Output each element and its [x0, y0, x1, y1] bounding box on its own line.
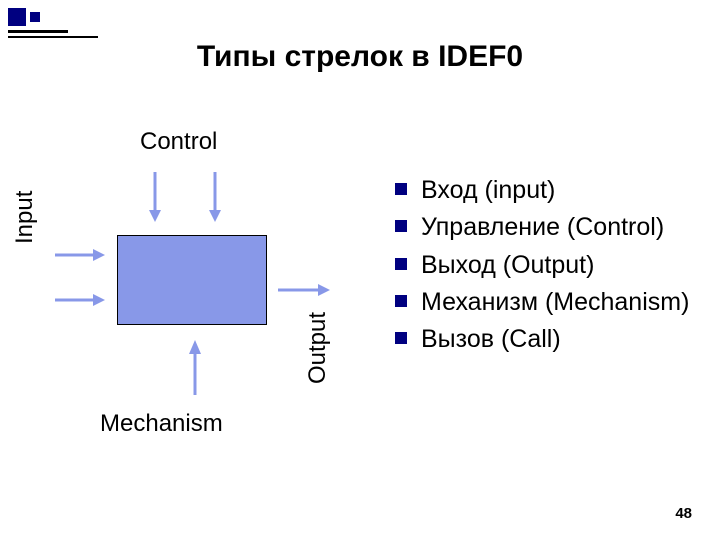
bullet-text: Вызов (Call) — [421, 324, 561, 355]
deco-line — [8, 30, 68, 33]
arrow-mechanism — [195, 340, 196, 395]
label-output: Output — [304, 304, 332, 384]
list-item: Выход (Output) — [395, 250, 695, 281]
bullet-icon — [395, 295, 407, 307]
label-control: Control — [140, 128, 217, 156]
bullet-text: Вход (input) — [421, 175, 555, 206]
arrow-input-2 — [55, 300, 105, 301]
deco-line — [8, 36, 98, 38]
arrow-control-1 — [155, 172, 156, 222]
bullet-text: Управление (Control) — [421, 212, 664, 243]
page-title: Типы стрелок в IDEF0 — [0, 40, 720, 74]
label-input: Input — [11, 184, 39, 244]
bullet-icon — [395, 332, 407, 344]
bullet-text: Механизм (Mechanism) — [421, 287, 689, 318]
page-number: 48 — [675, 505, 692, 522]
bullet-text: Выход (Output) — [421, 250, 594, 281]
bullet-icon — [395, 258, 407, 270]
list-item: Управление (Control) — [395, 212, 695, 243]
arrow-control-2 — [215, 172, 216, 222]
list-item: Вызов (Call) — [395, 324, 695, 355]
arrow-output — [278, 290, 330, 291]
bullet-icon — [395, 183, 407, 195]
idef0-box — [117, 235, 267, 325]
label-mechanism: Mechanism — [100, 410, 223, 438]
deco-square — [8, 8, 26, 26]
deco-square — [30, 12, 40, 22]
arrow-input-1 — [55, 255, 105, 256]
list-item: Механизм (Mechanism) — [395, 287, 695, 318]
list-item: Вход (input) — [395, 175, 695, 206]
bullet-icon — [395, 220, 407, 232]
bullet-list: Вход (input) Управление (Control) Выход … — [395, 175, 695, 361]
